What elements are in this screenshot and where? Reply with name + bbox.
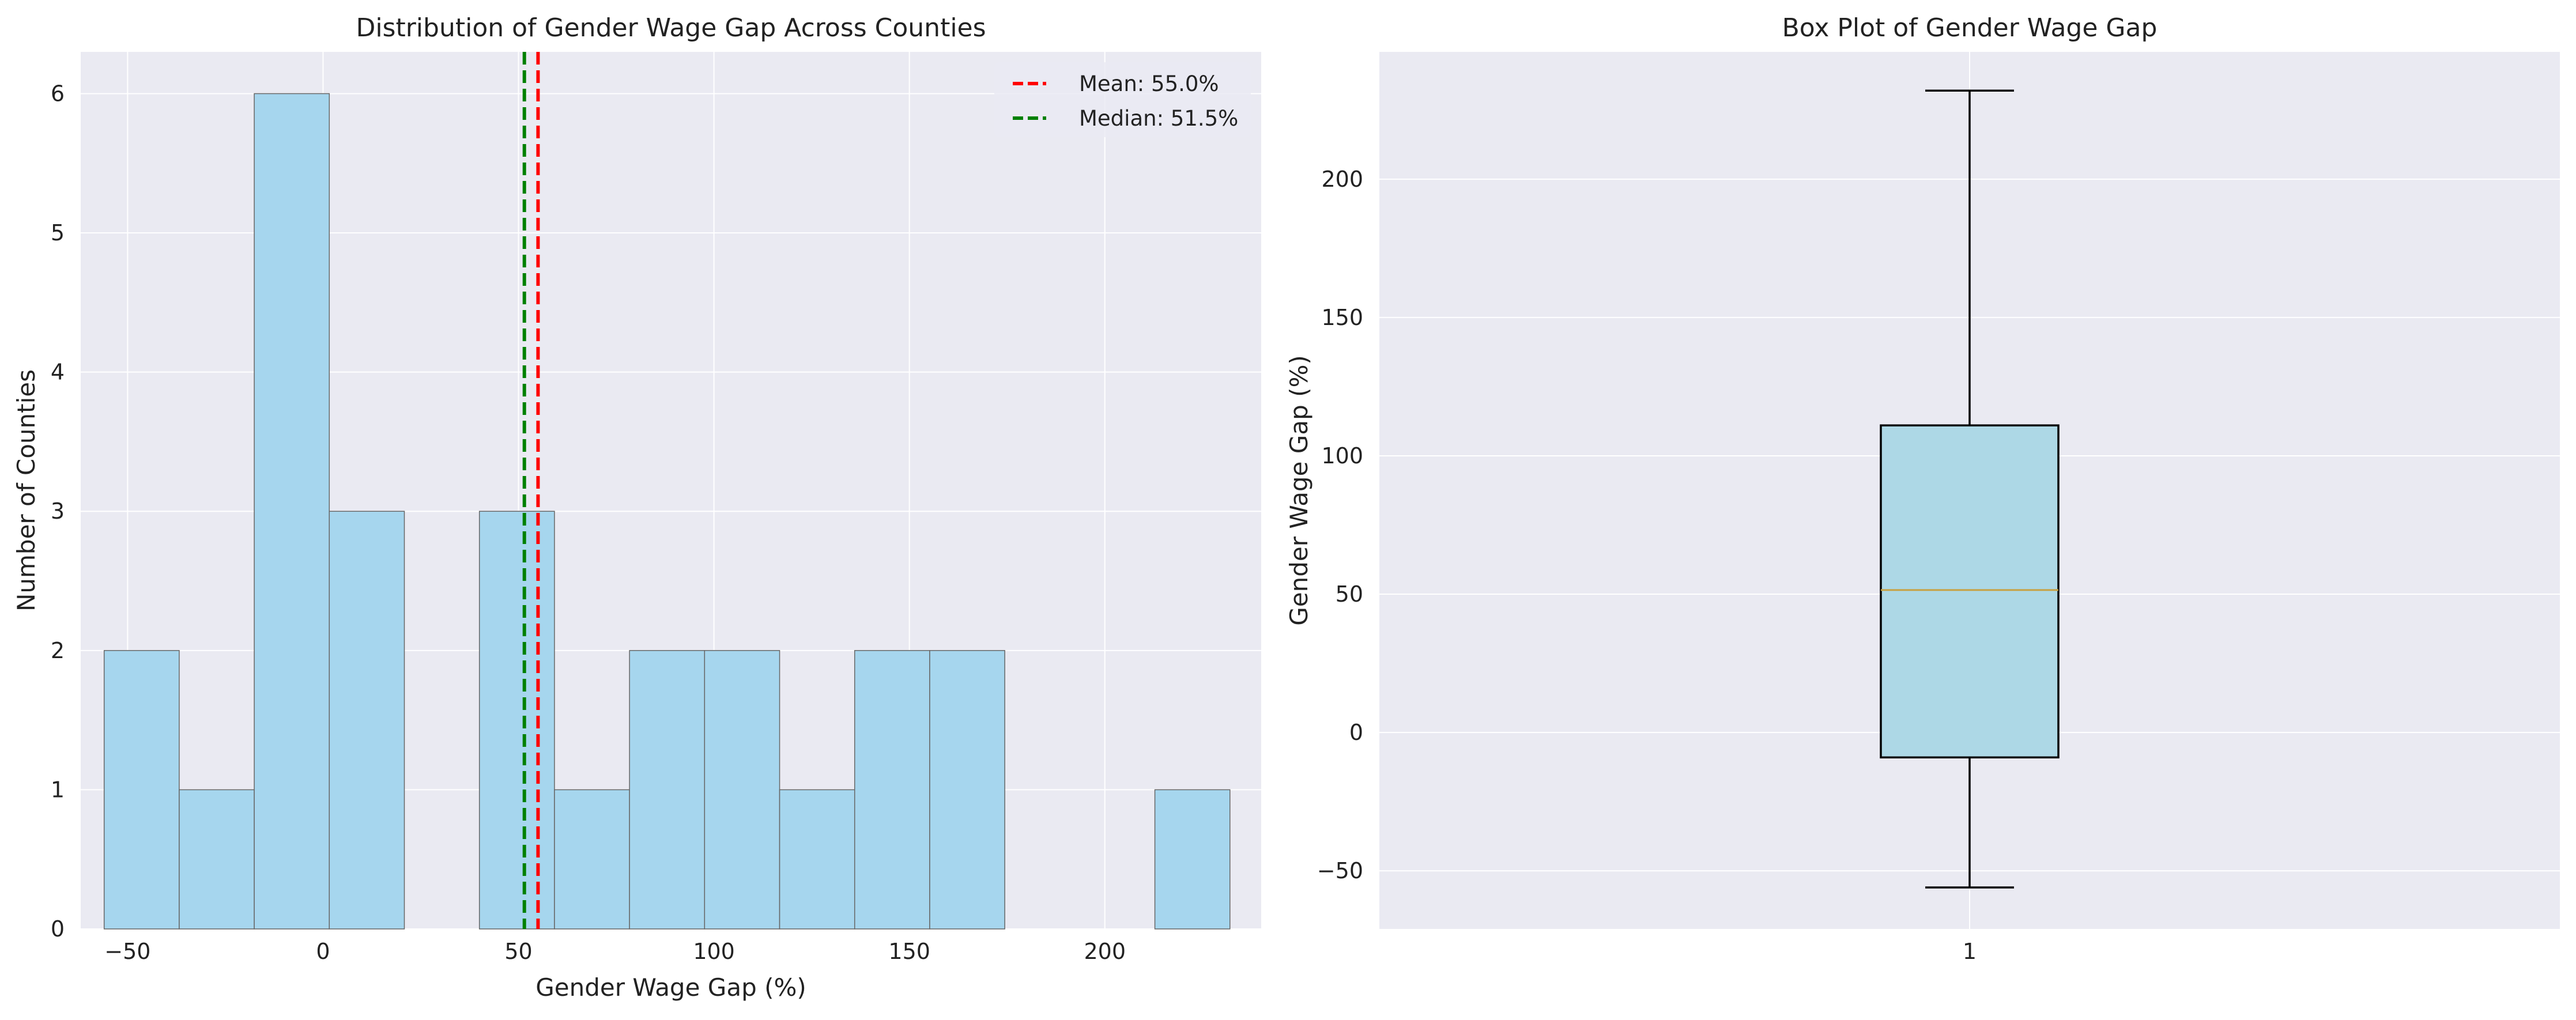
y-tick-label: 150 [1321,305,1363,330]
y-tick-label: 100 [1321,443,1363,469]
histogram-x-label: Gender Wage Gap (%) [535,973,806,1002]
legend-mean-label: Mean: 55.0% [1079,71,1219,96]
histogram-bar [854,650,930,930]
histogram-bar [929,650,1005,930]
histogram-legend: Mean: 55.0% Median: 51.5% [994,62,1251,137]
boxplot-panel: 1 −50 0 50 100 150 200 Box Plot of Gender Wag… [1285,13,2560,964]
histogram-bar [254,93,330,930]
histogram-x-ticks: −50 0 50 100 150 200 [104,939,1126,964]
boxplot-x-ticks: 1 [1963,939,1977,964]
histogram-reference-lines [522,52,540,929]
x-tick-label: 0 [316,939,330,964]
histogram-bar [779,789,855,930]
histogram-bar [1154,789,1231,930]
histogram-bar [478,511,555,930]
iqr-box [1880,424,2060,759]
x-tick-label: 200 [1084,939,1126,964]
boxplot-box-group [1880,89,2060,889]
boxplot-y-ticks: −50 0 50 100 150 200 [1317,167,1363,883]
boxplot-y-label: Gender Wage Gap (%) [1285,355,1313,626]
y-tick-label: 4 [51,360,65,385]
y-tick-label: 6 [51,81,65,106]
histogram-title: Distribution of Gender Wage Gap Across C… [356,13,986,43]
histogram-bar [179,789,255,930]
histogram-bar [704,650,780,930]
y-tick-label: 3 [51,498,65,524]
histogram-bar [103,650,180,930]
y-tick-label: 0 [1349,720,1363,745]
x-tick-label: 150 [888,939,930,964]
histogram-y-ticks: 0 1 2 3 4 5 6 [51,81,65,942]
y-tick-label: 5 [51,220,65,245]
x-tick-label: −50 [104,939,150,964]
x-tick-label: 1 [1963,939,1977,964]
legend-median-label: Median: 51.5% [1079,106,1238,131]
boxplot-title: Box Plot of Gender Wage Gap [1782,13,2158,43]
legend-box [994,62,1251,137]
histogram-bar [629,650,706,930]
y-tick-label: 200 [1321,167,1363,192]
y-tick-label: 1 [51,777,65,802]
histogram-bar [329,511,405,930]
histogram-bars [103,93,1231,930]
histogram-y-label: Number of Counties [12,369,40,611]
x-tick-label: 100 [693,939,735,964]
histogram-panel: −50 0 50 100 150 200 0 1 2 3 4 5 6 Distribution of … [12,13,1261,1002]
y-tick-label: −50 [1317,858,1363,883]
y-tick-label: 50 [1336,581,1363,607]
x-tick-label: 50 [504,939,532,964]
y-tick-label: 0 [51,916,65,942]
y-tick-label: 2 [51,638,65,663]
histogram-bar [554,789,630,930]
